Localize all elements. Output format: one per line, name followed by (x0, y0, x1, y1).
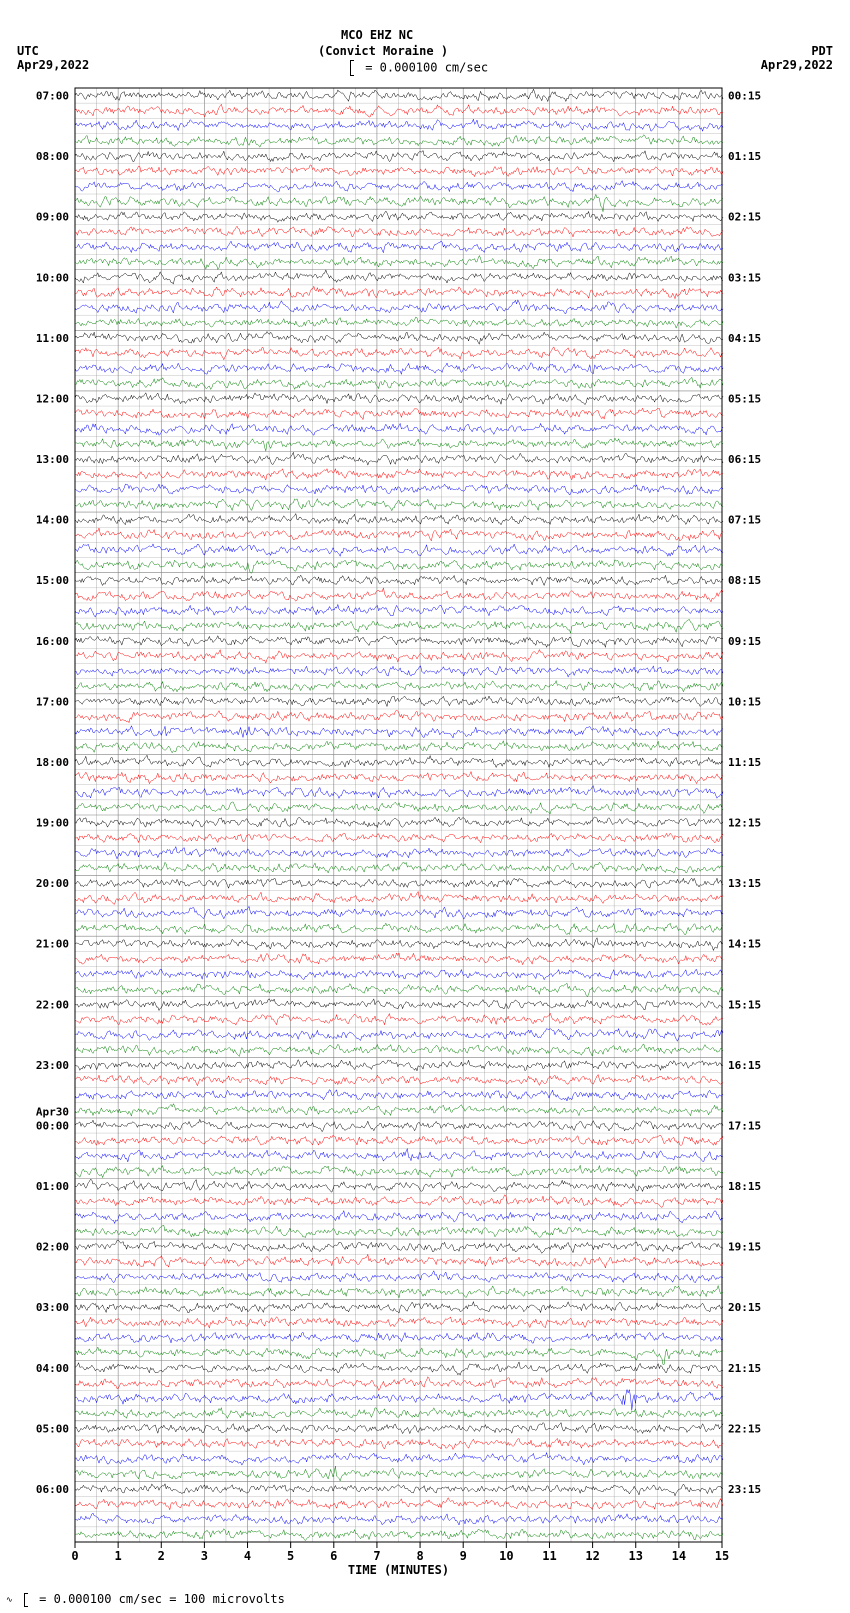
utc-time-label: 12:00 (36, 392, 69, 405)
utc-time-label: 09:00 (36, 211, 69, 224)
utc-time-label: 01:00 (36, 1180, 69, 1193)
utc-time-label: 20:00 (36, 877, 69, 890)
pdt-time-label: 11:15 (728, 756, 761, 769)
svg-text:13: 13 (629, 1549, 643, 1563)
pdt-time-label: 15:15 (728, 998, 761, 1011)
svg-text:1: 1 (115, 1549, 122, 1563)
svg-text:12: 12 (585, 1549, 599, 1563)
utc-time-label: 15:00 (36, 574, 69, 587)
utc-time-label: 05:00 (36, 1422, 69, 1435)
pdt-time-label: 13:15 (728, 877, 761, 890)
pdt-time-label: 09:15 (728, 635, 761, 648)
utc-time-label: 23:00 (36, 1059, 69, 1072)
pdt-time-label: 03:15 (728, 271, 761, 284)
utc-time-label: 16:00 (36, 635, 69, 648)
svg-text:6: 6 (330, 1549, 337, 1563)
pdt-time-label: 12:15 (728, 817, 761, 830)
utc-time-label: 08:00 (36, 150, 69, 163)
svg-text:2: 2 (158, 1549, 165, 1563)
pdt-time-label: 22:15 (728, 1422, 761, 1435)
utc-time-label: 00:00 (36, 1119, 69, 1132)
pdt-time-label: 00:15 (728, 90, 761, 103)
pdt-time-label: 18:15 (728, 1180, 761, 1193)
svg-text:8: 8 (416, 1549, 423, 1563)
pdt-time-label: 08:15 (728, 574, 761, 587)
utc-time-label: 07:00 (36, 90, 69, 103)
svg-text:Apr30: Apr30 (36, 1105, 69, 1118)
pdt-time-label: 19:15 (728, 1241, 761, 1254)
pdt-time-label: 06:15 (728, 453, 761, 466)
pdt-time-label: 01:15 (728, 150, 761, 163)
pdt-time-label: 17:15 (728, 1119, 761, 1132)
pdt-time-label: 04:15 (728, 332, 761, 345)
svg-text:4: 4 (244, 1549, 251, 1563)
svg-text:14: 14 (672, 1549, 686, 1563)
footer-scale-text: = 0.000100 cm/sec = 100 microvolts (39, 1592, 285, 1606)
svg-text:7: 7 (373, 1549, 380, 1563)
scale-bar-icon (24, 1593, 28, 1607)
pdt-time-label: 21:15 (728, 1362, 761, 1375)
svg-text:10: 10 (499, 1549, 513, 1563)
utc-time-label: 11:00 (36, 332, 69, 345)
svg-text:9: 9 (460, 1549, 467, 1563)
utc-time-label: 14:00 (36, 514, 69, 527)
pdt-time-label: 10:15 (728, 695, 761, 708)
pdt-time-label: 05:15 (728, 392, 761, 405)
seismogram-plot: 0123456789101112131415TIME (MINUTES)07:0… (0, 0, 850, 1580)
utc-time-label: 17:00 (36, 695, 69, 708)
pdt-time-label: 07:15 (728, 514, 761, 527)
pdt-time-label: 16:15 (728, 1059, 761, 1072)
svg-text:11: 11 (542, 1549, 556, 1563)
utc-time-label: 13:00 (36, 453, 69, 466)
svg-text:15: 15 (715, 1549, 729, 1563)
pdt-time-label: 02:15 (728, 211, 761, 224)
utc-time-label: 03:00 (36, 1301, 69, 1314)
utc-time-label: 06:00 (36, 1483, 69, 1496)
utc-time-label: 04:00 (36, 1362, 69, 1375)
utc-time-label: 02:00 (36, 1241, 69, 1254)
utc-time-label: 22:00 (36, 998, 69, 1011)
pdt-time-label: 20:15 (728, 1301, 761, 1314)
svg-text:5: 5 (287, 1549, 294, 1563)
pdt-time-label: 14:15 (728, 938, 761, 951)
seismogram-page: MCO EHZ NC (Convict Moraine ) UTC Apr29,… (0, 0, 850, 1613)
utc-time-label: 18:00 (36, 756, 69, 769)
utc-time-label: 21:00 (36, 938, 69, 951)
svg-text:0: 0 (71, 1549, 78, 1563)
footer-scale: ∿ = 0.000100 cm/sec = 100 microvolts (6, 1592, 285, 1607)
svg-text:3: 3 (201, 1549, 208, 1563)
utc-time-label: 10:00 (36, 271, 69, 284)
pdt-time-label: 23:15 (728, 1483, 761, 1496)
utc-time-label: 19:00 (36, 817, 69, 830)
svg-text:TIME (MINUTES): TIME (MINUTES) (348, 1563, 449, 1577)
